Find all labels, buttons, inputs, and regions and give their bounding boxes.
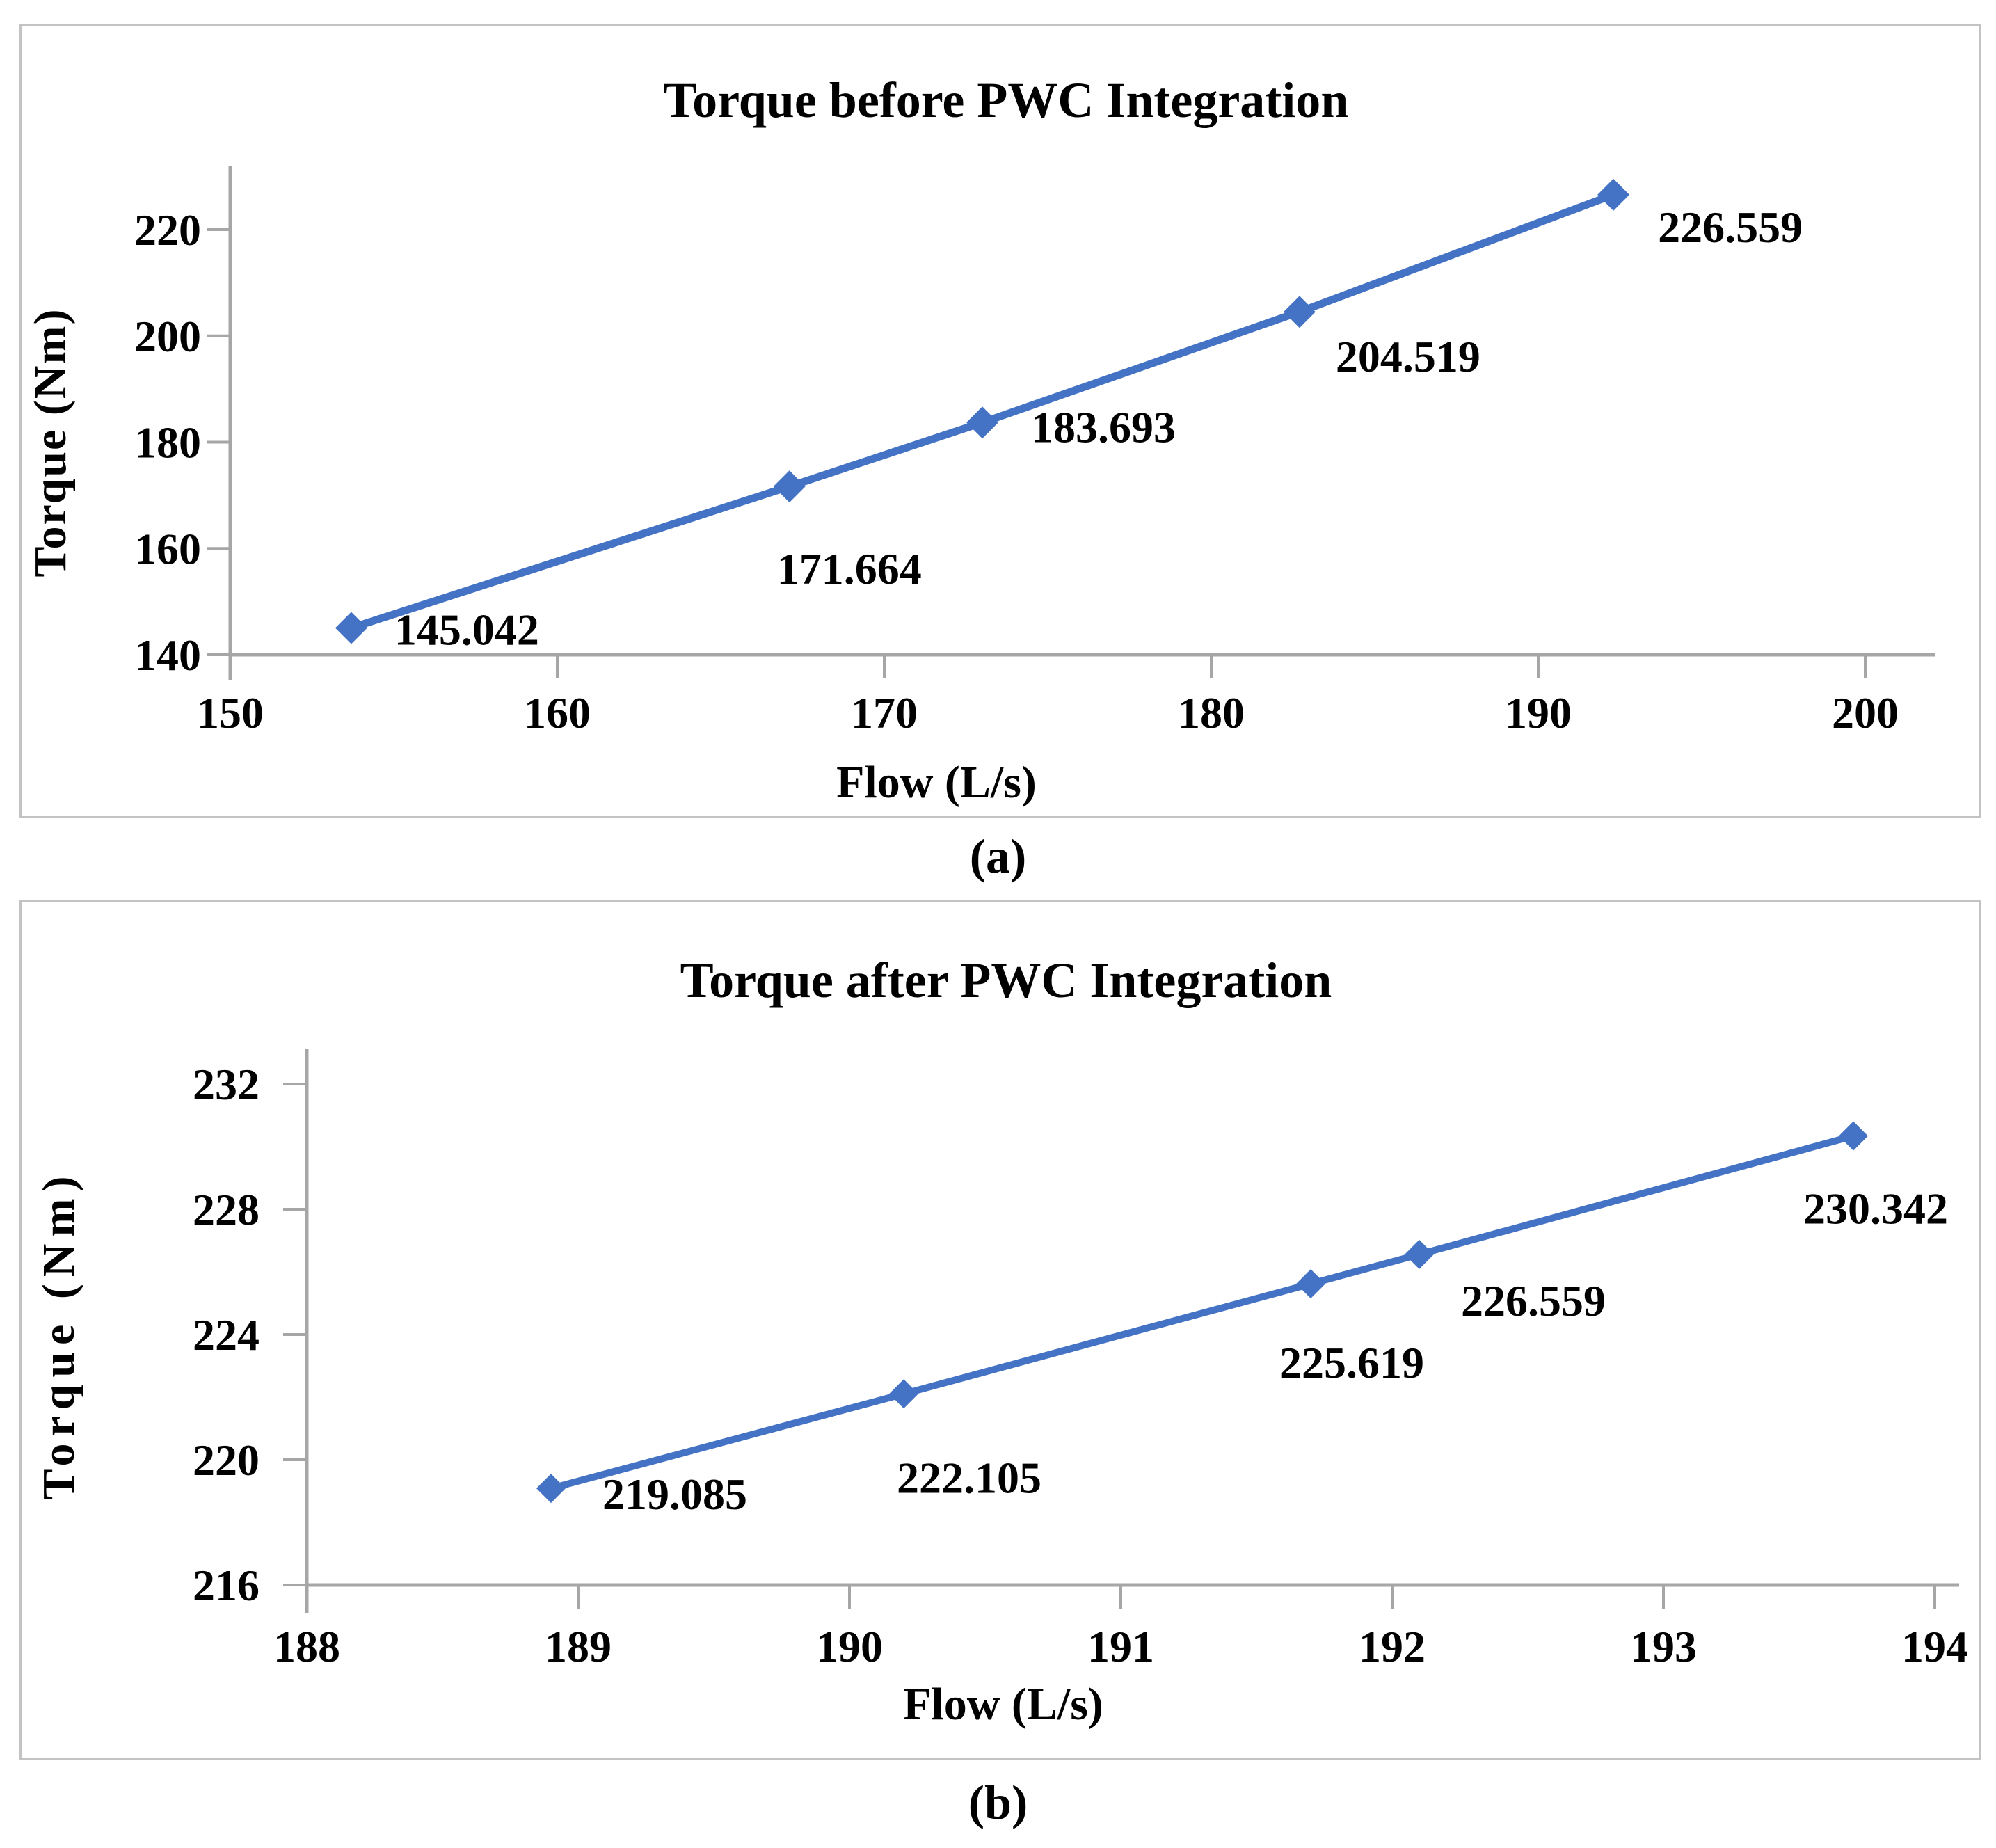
- chart-b-svg: Torque after PWC Integration 216 220 224 228…: [33, 953, 1968, 1730]
- chart-panel-b: Torque after PWC Integration 216 220 224 228…: [19, 900, 1981, 1760]
- x-tick-label: 190: [1505, 688, 1572, 738]
- chart-a-svg: Torque before PWC Integration 140 160 180 20…: [25, 72, 1935, 808]
- x-tick-label: 193: [1630, 1622, 1697, 1671]
- data-point-label: 204.519: [1336, 332, 1480, 381]
- x-tick-label: 191: [1087, 1622, 1154, 1671]
- x-axis-title: Flow (L/s): [836, 757, 1037, 808]
- data-point-marker: [1296, 1269, 1325, 1299]
- x-tick-label: 194: [1901, 1622, 1968, 1671]
- x-tick-label: 170: [851, 688, 918, 738]
- x-tick-label: 189: [545, 1622, 612, 1671]
- y-tick-label: 228: [193, 1185, 260, 1234]
- data-point-marker: [1405, 1239, 1434, 1269]
- caption-a: (a): [969, 830, 1027, 884]
- x-tick-label: 192: [1359, 1622, 1426, 1671]
- y-tick-label: 232: [193, 1060, 260, 1109]
- data-point-label: 183.693: [1031, 402, 1176, 452]
- data-point-label: 230.342: [1803, 1184, 1948, 1234]
- y-tick-label: 216: [193, 1561, 260, 1610]
- chart-panel-a: Torque before PWC Integration 140 160 180 20…: [19, 24, 1981, 818]
- y-tick-label: 140: [134, 630, 201, 680]
- data-point-marker: [1283, 296, 1316, 328]
- y-tick-label: 224: [193, 1310, 260, 1360]
- chart-title: Torque after PWC Integration: [680, 953, 1332, 1008]
- data-point-marker: [335, 612, 367, 644]
- data-point-marker: [1597, 178, 1630, 211]
- caption-b: (b): [968, 1776, 1028, 1830]
- x-tick-label: 190: [816, 1622, 883, 1671]
- data-point-marker: [773, 470, 806, 503]
- x-tick-label: 180: [1178, 688, 1245, 738]
- data-point-marker: [889, 1379, 918, 1409]
- y-axis-title: Torque (Nm): [25, 308, 76, 578]
- x-tick-label: 188: [273, 1622, 340, 1671]
- x-tick-label: 160: [524, 688, 591, 738]
- x-tick-label: 200: [1832, 688, 1899, 738]
- y-axis-title: Torque (Nm): [33, 1170, 84, 1500]
- y-tick-label: 160: [134, 524, 201, 573]
- data-point-label: 145.042: [394, 605, 539, 654]
- series-line: [548, 1132, 1857, 1492]
- data-point-label: 222.105: [897, 1453, 1041, 1502]
- data-point-label: 226.559: [1658, 202, 1803, 252]
- y-tick-label: 180: [134, 418, 201, 468]
- x-tick-label: 150: [197, 688, 264, 738]
- data-point-label: 171.664: [777, 544, 922, 594]
- y-tick-label: 220: [134, 205, 201, 255]
- data-point-marker: [536, 1474, 566, 1504]
- data-point-label: 225.619: [1279, 1338, 1424, 1387]
- data-point-marker: [966, 406, 998, 439]
- chart-title: Torque before PWC Integration: [664, 72, 1349, 128]
- y-tick-label: 200: [134, 312, 201, 361]
- data-point-marker: [1839, 1121, 1868, 1151]
- y-tick-label: 220: [193, 1435, 260, 1485]
- x-axis-title: Flow (L/s): [903, 1679, 1103, 1730]
- data-point-label: 226.559: [1461, 1276, 1606, 1325]
- data-point-label: 219.085: [602, 1469, 747, 1519]
